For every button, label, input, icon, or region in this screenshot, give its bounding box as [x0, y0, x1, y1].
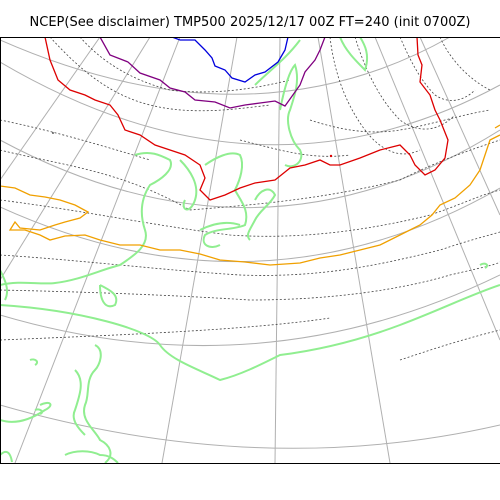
longitude-line [161, 37, 238, 463]
coastline [179, 159, 198, 211]
longitude-line [317, 37, 391, 463]
latitude-line [0, 404, 500, 449]
contour-minus-36 [99, 37, 326, 109]
isotherm [439, 37, 491, 91]
isotherm [354, 37, 456, 130]
longitude-line [419, 37, 500, 216]
coastline [0, 269, 9, 301]
isotherm [0, 119, 151, 161]
coastline [279, 63, 303, 168]
coastline [202, 152, 248, 248]
longitude-line [0, 37, 101, 181]
coastline [34, 408, 44, 415]
isotherm [399, 37, 476, 101]
coastline [0, 284, 500, 382]
coastline [339, 37, 369, 72]
graticule [0, 37, 500, 463]
longitude-line [274, 37, 281, 463]
isotherm [0, 231, 500, 276]
coastline [29, 358, 39, 366]
isotherms [0, 37, 500, 361]
latitude-line [0, 61, 500, 146]
longitude-line [374, 37, 500, 341]
coastlines [0, 37, 500, 463]
coastline [72, 369, 86, 436]
longitude-line [0, 37, 151, 281]
coastline [479, 262, 489, 269]
contour-minus-15 [0, 124, 500, 266]
latitude-line [0, 187, 500, 263]
point-marker [329, 154, 333, 158]
isotherm [239, 139, 351, 157]
coastline [254, 39, 301, 86]
page-title: NCEP(See disclaimer) TMP500 2025/12/17 0… [29, 15, 471, 30]
point-markers [52, 132, 333, 158]
isotherm [309, 109, 491, 133]
isotherm [0, 261, 500, 301]
coastline [83, 344, 112, 463]
coastline [99, 284, 118, 308]
coastline [246, 188, 277, 241]
coastline [0, 401, 52, 423]
latitude-line [0, 37, 451, 95]
isotherm [399, 329, 500, 361]
coastline [0, 151, 172, 286]
coastline [0, 450, 13, 463]
isotherm [0, 317, 331, 341]
coastline [64, 450, 119, 463]
longitude-line [14, 37, 181, 463]
isotherm [49, 37, 271, 112]
latitude-line [0, 274, 500, 347]
isotherm [329, 37, 421, 155]
temperature-map [0, 37, 500, 463]
coastline [199, 221, 241, 231]
isotherm [79, 37, 291, 93]
isotherm [0, 189, 500, 237]
contour-minus-40 [171, 37, 289, 83]
contours [0, 37, 500, 266]
contour-minus-30 [44, 37, 449, 201]
latitude-line [0, 129, 500, 208]
point-marker [52, 132, 54, 134]
